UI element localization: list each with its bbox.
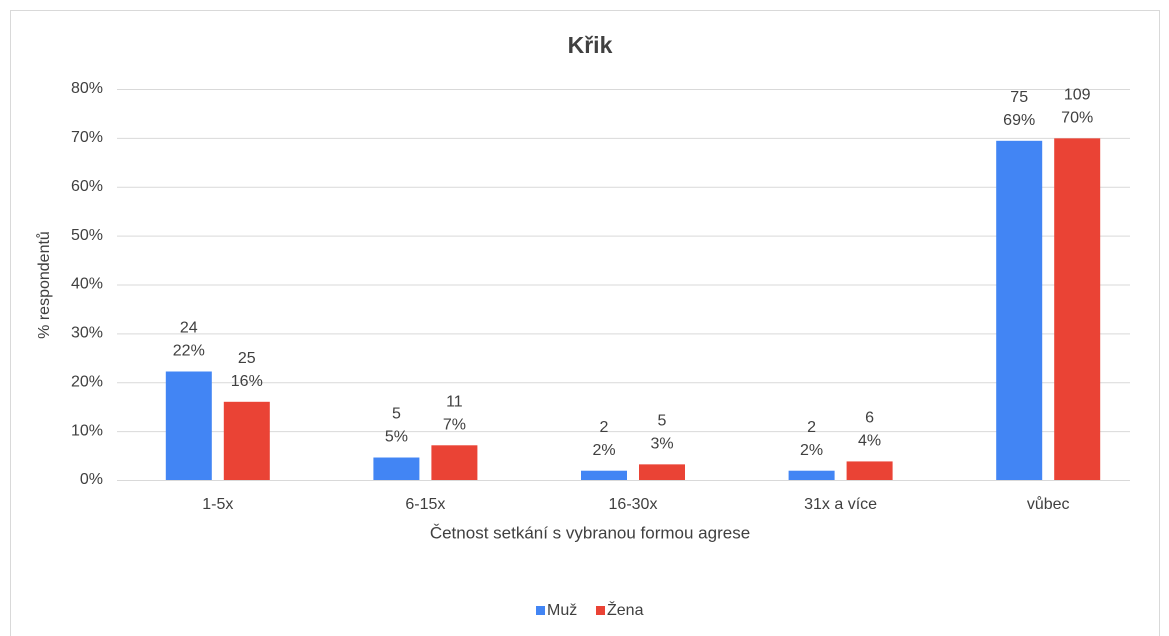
bar (431, 445, 478, 480)
y-tick-label: 60% (71, 178, 103, 195)
bar (223, 401, 270, 480)
count-label: 2 (600, 419, 609, 436)
y-tick-label: 0% (80, 471, 103, 488)
bar (846, 461, 893, 480)
value-label: 7% (443, 417, 466, 434)
legend-label: Muž (547, 602, 577, 619)
bar (996, 140, 1043, 480)
x-tick-label: 6-15x (405, 496, 445, 513)
value-label: 4% (858, 433, 881, 450)
count-label: 6 (865, 410, 874, 427)
y-tick-label: 50% (71, 227, 103, 244)
legend-swatch (596, 606, 605, 615)
chart-title: Křik (568, 32, 613, 58)
legend-swatch (536, 606, 545, 615)
value-label: 69% (1003, 112, 1035, 129)
x-axis-title: Četnost setkání s vybranou formou agrese (430, 523, 750, 542)
y-tick-label: 20% (71, 373, 103, 390)
x-tick-label: 31x a více (804, 496, 877, 513)
value-label: 2% (592, 442, 615, 459)
x-tick-label: 1-5x (202, 496, 233, 513)
value-label: 22% (173, 343, 205, 360)
y-tick-label: 80% (71, 80, 103, 97)
count-label: 11 (446, 394, 463, 411)
y-axis-title: % respondentů (35, 231, 53, 339)
count-label: 5 (658, 413, 667, 430)
y-tick-label: 30% (71, 325, 103, 342)
value-label: 16% (231, 373, 263, 390)
bar (639, 464, 685, 480)
bar (1054, 138, 1101, 480)
legend-label: Žena (607, 600, 644, 619)
bar (373, 457, 420, 480)
bar (581, 470, 627, 480)
count-label: 5 (392, 406, 401, 423)
y-tick-label: 10% (71, 422, 103, 439)
chart-frame (10, 10, 1160, 636)
count-label: 75 (1010, 89, 1028, 106)
x-tick-label: 16-30x (609, 496, 658, 513)
value-label: 2% (800, 442, 823, 459)
value-label: 3% (650, 436, 673, 453)
count-label: 2 (807, 419, 816, 436)
value-label: 5% (385, 429, 408, 446)
bar (165, 371, 212, 480)
count-label: 24 (180, 320, 198, 337)
count-label: 25 (238, 350, 256, 367)
y-tick-label: 70% (71, 129, 103, 146)
bar (788, 470, 835, 480)
x-tick-label: vůbec (1027, 495, 1070, 513)
count-label: 109 (1064, 87, 1091, 104)
value-label: 70% (1061, 110, 1093, 127)
y-tick-label: 40% (71, 276, 103, 293)
